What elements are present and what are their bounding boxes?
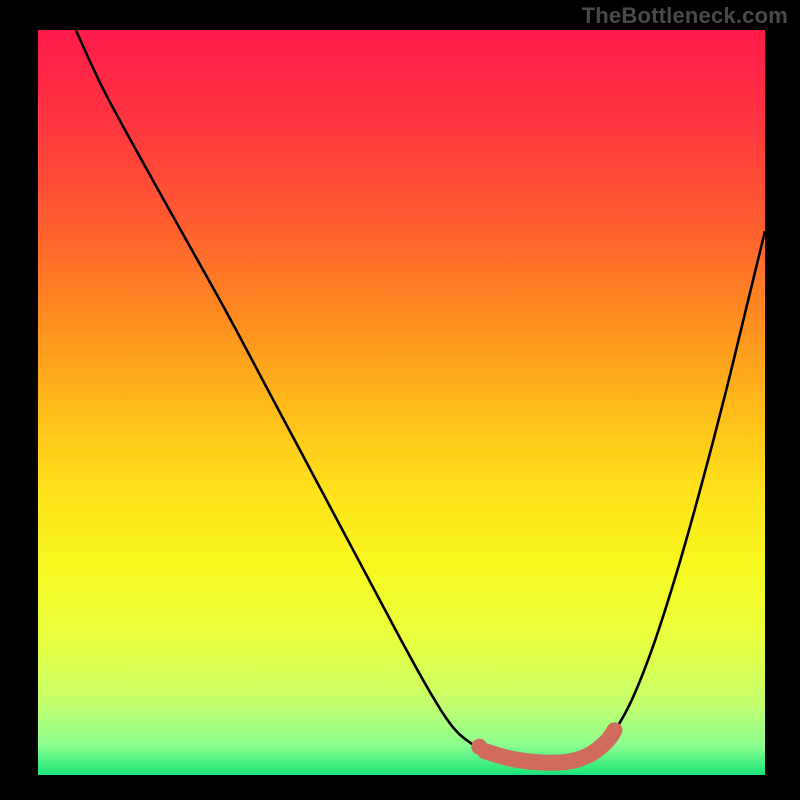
- marker-dot: [471, 739, 487, 755]
- chart-frame: TheBottleneck.com: [0, 0, 800, 800]
- watermark-text: TheBottleneck.com: [582, 3, 788, 29]
- highlight-marker: [38, 30, 765, 775]
- plot-area: [38, 30, 765, 775]
